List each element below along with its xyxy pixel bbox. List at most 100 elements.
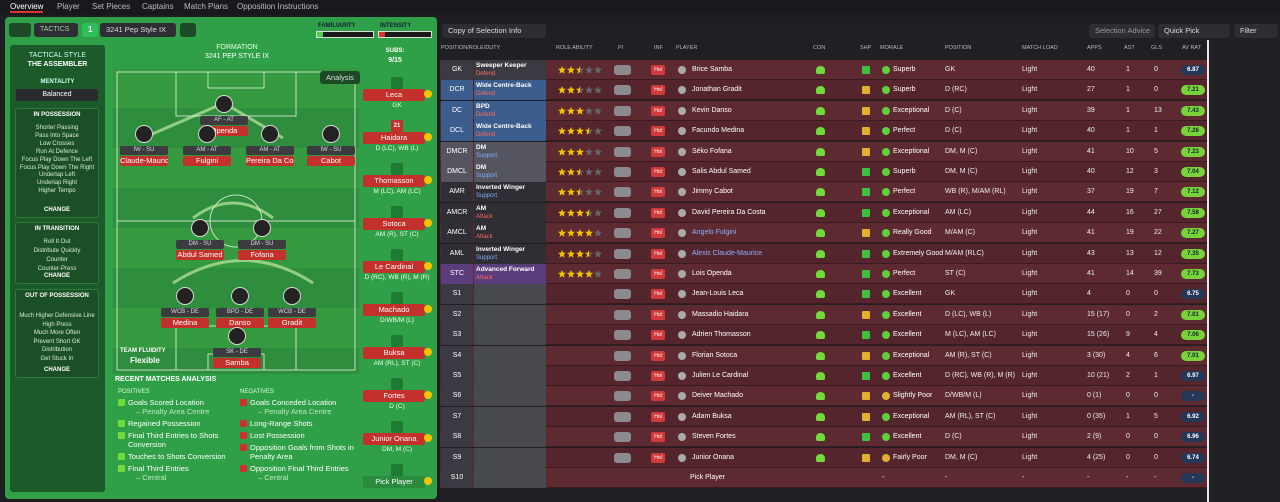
morale-icon: [882, 188, 890, 197]
column-header: MORALE: [880, 45, 904, 51]
player-face: [135, 125, 153, 143]
sub-position: GK: [392, 102, 402, 109]
player-icon: [678, 372, 686, 380]
role-ability: [558, 66, 602, 74]
position: D (LC), WB (L): [945, 310, 992, 318]
position: -: [945, 474, 948, 481]
quick-pick-button: Quick Pick: [1158, 24, 1230, 38]
player-role: AM - AT: [246, 146, 294, 155]
role-duty: Support: [476, 173, 498, 179]
add-tactic: [180, 23, 196, 37]
morale: -: [882, 474, 885, 481]
role-cell: [474, 406, 546, 427]
player-name: Adam Buksa: [692, 412, 732, 420]
fluidity-label: TEAM FLUIDITY: [120, 348, 166, 354]
section-box: [15, 108, 99, 218]
position: WB (R), M/AM (RL): [945, 188, 1006, 196]
tab: Overview: [10, 2, 44, 13]
instruction: Shorter Passing: [35, 125, 79, 131]
shp-icon: [862, 290, 870, 299]
table-row: [440, 468, 1207, 488]
star: [576, 127, 584, 135]
goals: 39: [1154, 270, 1162, 277]
average-rating: 6.87: [1181, 65, 1205, 75]
apps: 0 (1): [1087, 392, 1102, 400]
con-icon: [816, 208, 825, 217]
position: AM (RL), ST (C): [945, 412, 996, 420]
morale-icon: [882, 66, 890, 74]
column-header: APPS: [1087, 45, 1102, 51]
apps: 4 (25): [1087, 453, 1106, 461]
star: [558, 127, 566, 135]
subs-count: 9/15: [388, 57, 402, 64]
average-rating: 7.35: [1181, 248, 1205, 259]
familiarity-label: FAMILIARITY: [318, 23, 356, 29]
assists: 0: [1126, 453, 1130, 461]
morale: Exceptional: [893, 412, 930, 420]
instruction: Low Crosses: [39, 140, 75, 147]
average-rating: 7.01: [1181, 309, 1205, 320]
mentality-label: MENTALITY: [40, 79, 75, 85]
position-code: S3: [441, 325, 473, 346]
pi-icon: [614, 146, 631, 157]
shp-icon: [862, 86, 870, 95]
con-icon: [816, 290, 825, 299]
pi-icon: [614, 228, 631, 239]
star: [567, 249, 575, 258]
position: M/AM (C): [945, 229, 975, 237]
star: [558, 229, 566, 237]
player-role: WCB - DE: [161, 308, 209, 317]
apps: 41: [1087, 229, 1095, 237]
pi-icon: [614, 452, 631, 463]
player-face: [176, 287, 194, 305]
inf-badge: Hol: [651, 411, 665, 422]
assists: 1: [1126, 106, 1130, 114]
filter-button: Filter: [1234, 24, 1278, 38]
instruction: Much Higher Defensive Line: [19, 313, 95, 319]
star: [558, 188, 566, 197]
role-cell: [474, 100, 546, 121]
column-header: SHP: [860, 45, 872, 51]
player-icon: [678, 229, 686, 238]
analysis-title: RECENT MATCHES ANALYSIS: [115, 376, 217, 383]
assists: 19: [1126, 188, 1134, 196]
pi-icon: [614, 269, 631, 279]
player-icon: [678, 127, 686, 136]
position-code: AMCR: [441, 202, 473, 223]
shp-icon: [862, 66, 870, 74]
goals: 7: [1154, 188, 1158, 196]
star: [576, 249, 584, 258]
sub-arrow: [424, 391, 432, 399]
match-load: Light: [1022, 106, 1038, 114]
analysis-item: Regained Possession: [118, 419, 236, 428]
pi-icon: [614, 309, 631, 320]
apps: 10 (21): [1087, 372, 1110, 379]
apps: 41: [1087, 147, 1095, 155]
morale-icon: [882, 270, 890, 278]
analysis-icon: [118, 465, 125, 472]
instruction: Run At Defence: [35, 148, 79, 155]
match-load: Light: [1022, 249, 1038, 257]
position: D (RC), WB (R), M (R): [945, 372, 1015, 379]
role-duty: Defend: [476, 91, 496, 98]
pi-icon: [614, 105, 631, 116]
shp-icon: [862, 168, 870, 176]
role-duty: Defend: [476, 71, 496, 77]
assists: 1: [1126, 127, 1130, 135]
star: [567, 66, 575, 74]
position-code: STC: [441, 264, 473, 284]
star: [576, 270, 584, 278]
pi-icon: [614, 65, 631, 75]
fluidity-value: Flexible: [130, 356, 160, 365]
player-role: IW - SU: [120, 146, 168, 155]
tab-bar: [0, 0, 1280, 15]
analysis-text: Goals Scored Location: [128, 398, 204, 407]
position: D (C): [945, 106, 962, 114]
star: [594, 168, 602, 176]
average-rating: 7.43: [1181, 105, 1205, 116]
star: [558, 86, 566, 95]
section-box: [15, 222, 99, 284]
star: [558, 249, 566, 258]
instruction: Counter: [46, 257, 68, 263]
role-ability: [558, 229, 602, 237]
